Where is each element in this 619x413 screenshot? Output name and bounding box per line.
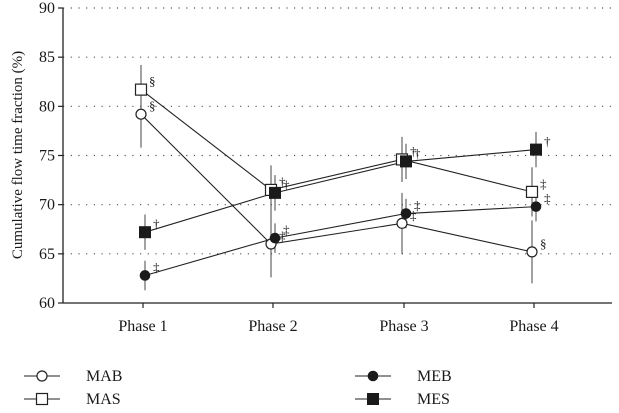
annotation-meb: ‡ xyxy=(544,191,551,206)
y-tick-label: 90 xyxy=(39,0,55,17)
annotation-mab: § xyxy=(540,236,547,251)
legend-marker-meb xyxy=(367,370,379,382)
series-line-meb xyxy=(144,206,537,276)
data-point-mab xyxy=(135,108,147,120)
data-point-mes xyxy=(139,226,151,239)
data-point-mas xyxy=(134,83,148,96)
annotation-meb: ‡ xyxy=(283,222,290,237)
annotation-mab: ‡ xyxy=(279,228,286,243)
data-point-meb xyxy=(400,208,412,219)
data-point-meb xyxy=(530,201,542,212)
axes xyxy=(58,7,612,308)
legend-marker-mas xyxy=(35,392,49,406)
data-point-mab xyxy=(526,246,538,258)
y-axis-title: Cumulative flow time fraction (%) xyxy=(10,51,26,259)
significance-annotations: §‡‡§§††‡‡‡‡ ‡†††† xyxy=(149,74,551,275)
data-point-mab xyxy=(396,217,408,229)
legend-marker-mab xyxy=(36,370,48,382)
y-tick-label: 75 xyxy=(39,148,55,165)
annotation-mas: † xyxy=(410,143,417,158)
x-tick-label: Phase 2 xyxy=(248,318,297,335)
data-point-meb xyxy=(269,232,281,244)
data-point-meb xyxy=(139,270,151,281)
series-line-mas xyxy=(140,89,533,193)
x-tick-labels: Phase 1 Phase 2 Phase 3 Phase 4 xyxy=(118,318,558,335)
data-points xyxy=(134,83,542,281)
data-point-mes xyxy=(400,155,412,168)
data-point-mes xyxy=(530,143,542,156)
x-tick-label: Phase 4 xyxy=(509,318,558,335)
y-tick-labels: 60 65 70 75 80 85 90 xyxy=(39,0,55,312)
legend-marker-mes xyxy=(367,393,379,405)
annotation-mes: † xyxy=(153,216,160,231)
annotation-mab: ‡ xyxy=(410,207,417,222)
annotation-mes: † xyxy=(283,177,290,192)
annotation-mes: † xyxy=(544,134,551,149)
legend-label-mas: MAS xyxy=(86,391,121,408)
annotation-meb: ‡ xyxy=(153,259,160,274)
legend-label-mes: MES xyxy=(417,391,450,408)
legend-label-mab: MAB xyxy=(86,368,122,385)
y-tick-label: 70 xyxy=(39,197,55,214)
y-tick-label: 65 xyxy=(39,246,55,263)
series-line-mes xyxy=(144,149,537,233)
legend-label-meb: MEB xyxy=(417,368,452,385)
series-lines xyxy=(140,89,537,276)
annotation-mas: § xyxy=(149,74,156,89)
annotation-mas: † xyxy=(279,174,286,189)
y-tick-label: 60 xyxy=(39,295,55,312)
series-line-mab xyxy=(140,113,533,253)
annotation-mas: ‡ xyxy=(540,176,547,191)
data-point-mes xyxy=(269,186,281,199)
annotation-mes: † xyxy=(414,145,421,160)
legend: MAB MAS MEB MES xyxy=(24,368,452,408)
x-tick-label: Phase 3 xyxy=(379,318,428,335)
annotation-meb: ‡ xyxy=(414,198,421,213)
data-point-mas xyxy=(525,185,539,198)
y-tick-label: 85 xyxy=(39,49,55,66)
x-tick-label: Phase 1 xyxy=(118,318,167,335)
y-tick-label: 80 xyxy=(39,98,55,115)
annotation-mab: § xyxy=(149,98,156,113)
